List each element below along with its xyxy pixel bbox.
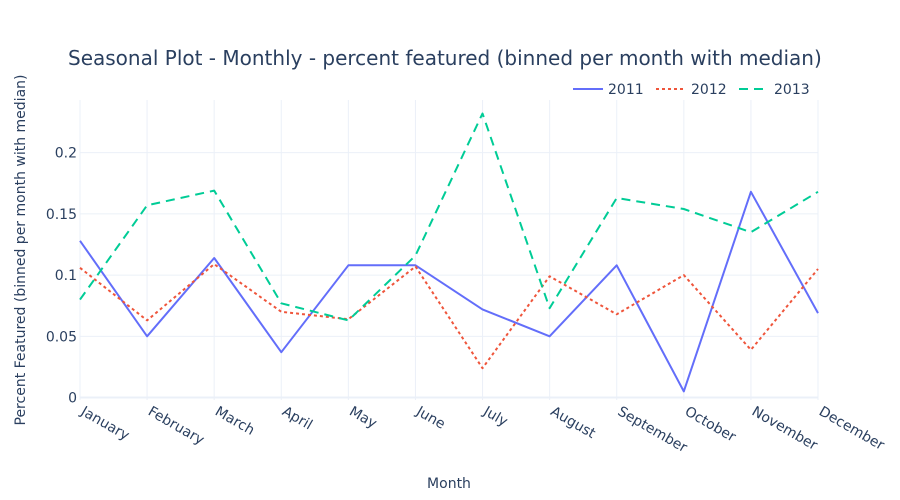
legend[interactable]: 2011 2012 2013	[573, 82, 810, 98]
legend-item-2013[interactable]: 2013	[739, 82, 810, 98]
series-line-2011	[79, 190, 819, 393]
x-tick-label: January	[77, 403, 132, 444]
x-tick-label: November	[749, 404, 820, 454]
x-tick-label: December	[816, 404, 887, 454]
x-tick-label: June	[413, 403, 448, 433]
x-tick-label: April	[279, 404, 315, 434]
legend-item-2012[interactable]: 2012	[656, 82, 727, 98]
y-tick-label: 0.1	[55, 268, 77, 284]
x-tick-label: May	[346, 404, 379, 432]
x-tick-label: February	[145, 404, 207, 449]
x-tick-label: March	[212, 404, 257, 439]
chart-title: Seasonal Plot - Monthly - percent featur…	[68, 46, 822, 70]
y-tick-label: 0	[68, 391, 77, 407]
legend-label: 2013	[774, 82, 810, 98]
legend-label: 2012	[691, 82, 727, 98]
y-tick-label: 0.05	[46, 329, 77, 345]
x-tick-label: August	[548, 404, 599, 443]
legend-label: 2011	[608, 82, 644, 98]
x-tick-label: September	[615, 404, 690, 457]
y-tick-label: 0.2	[55, 146, 77, 162]
y-axis-title: Percent Featured (binned per month with …	[13, 75, 29, 426]
series-line-2012	[79, 263, 819, 370]
legend-item-2011[interactable]: 2011	[573, 82, 644, 98]
y-axis-ticks: 0 0.05 0.1 0.15 0.2	[46, 146, 77, 407]
x-axis-ticks: January February March April May June July Augu…	[77, 403, 887, 456]
x-tick-label: October	[682, 404, 739, 446]
y-tick-label: 0.15	[46, 207, 77, 223]
grid	[79, 100, 819, 400]
x-tick-label: July	[480, 403, 511, 430]
series-lines	[79, 112, 819, 393]
series-line-2013	[79, 112, 819, 322]
x-axis-title: Month	[427, 476, 471, 492]
